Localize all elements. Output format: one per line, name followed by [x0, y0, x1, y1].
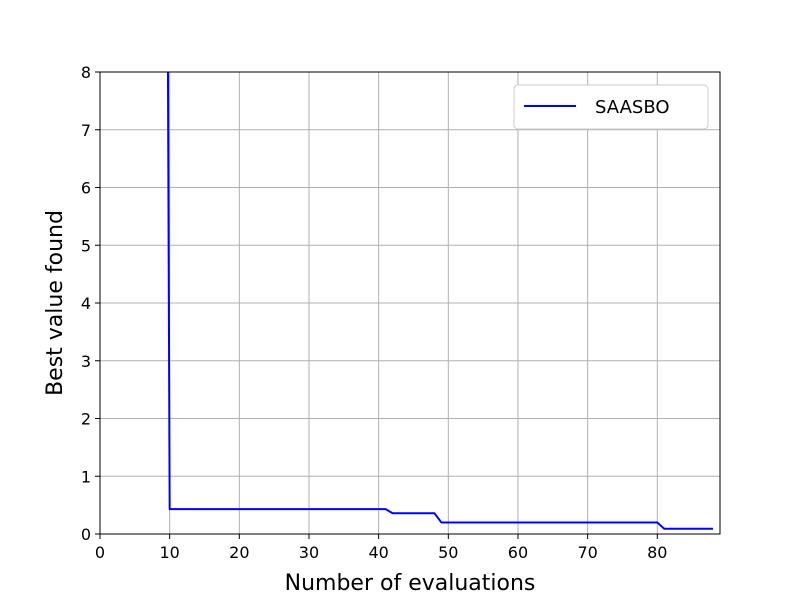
- x-tick-label: 30: [299, 543, 319, 562]
- y-tick-label: 1: [81, 467, 91, 486]
- y-tick-label: 0: [81, 525, 91, 544]
- x-tick-label: 80: [647, 543, 667, 562]
- legend-label-saasbo: SAASBO: [595, 97, 670, 118]
- x-tick-label: 0: [95, 543, 105, 562]
- ticks: 0 10 20 30 40 50 60 70 80 0 1 2 3 4 5 6 7 8: [81, 63, 668, 562]
- y-tick-label: 8: [81, 63, 91, 82]
- grid: [99, 71, 720, 535]
- y-tick-label: 3: [81, 352, 91, 371]
- y-tick-label: 7: [81, 121, 91, 140]
- x-tick-label: 50: [438, 543, 458, 562]
- x-tick-label: 60: [508, 543, 528, 562]
- x-tick-label: 70: [577, 543, 597, 562]
- x-tick-label: 20: [229, 543, 249, 562]
- x-tick-label: 40: [368, 543, 388, 562]
- legend: SAASBO: [513, 84, 709, 130]
- x-axis-label: Number of evaluations: [285, 571, 536, 596]
- legend-box: [513, 84, 709, 130]
- x-tick-label: 10: [159, 543, 179, 562]
- y-tick-label: 4: [81, 294, 91, 313]
- y-tick-label: 5: [81, 236, 91, 255]
- series-layer: [166, 72, 714, 530]
- y-tick-label: 6: [81, 179, 91, 198]
- y-axis-label: Best value found: [43, 210, 68, 396]
- y-tick-label: 2: [81, 410, 91, 429]
- series-line-saasbo: [166, 72, 714, 530]
